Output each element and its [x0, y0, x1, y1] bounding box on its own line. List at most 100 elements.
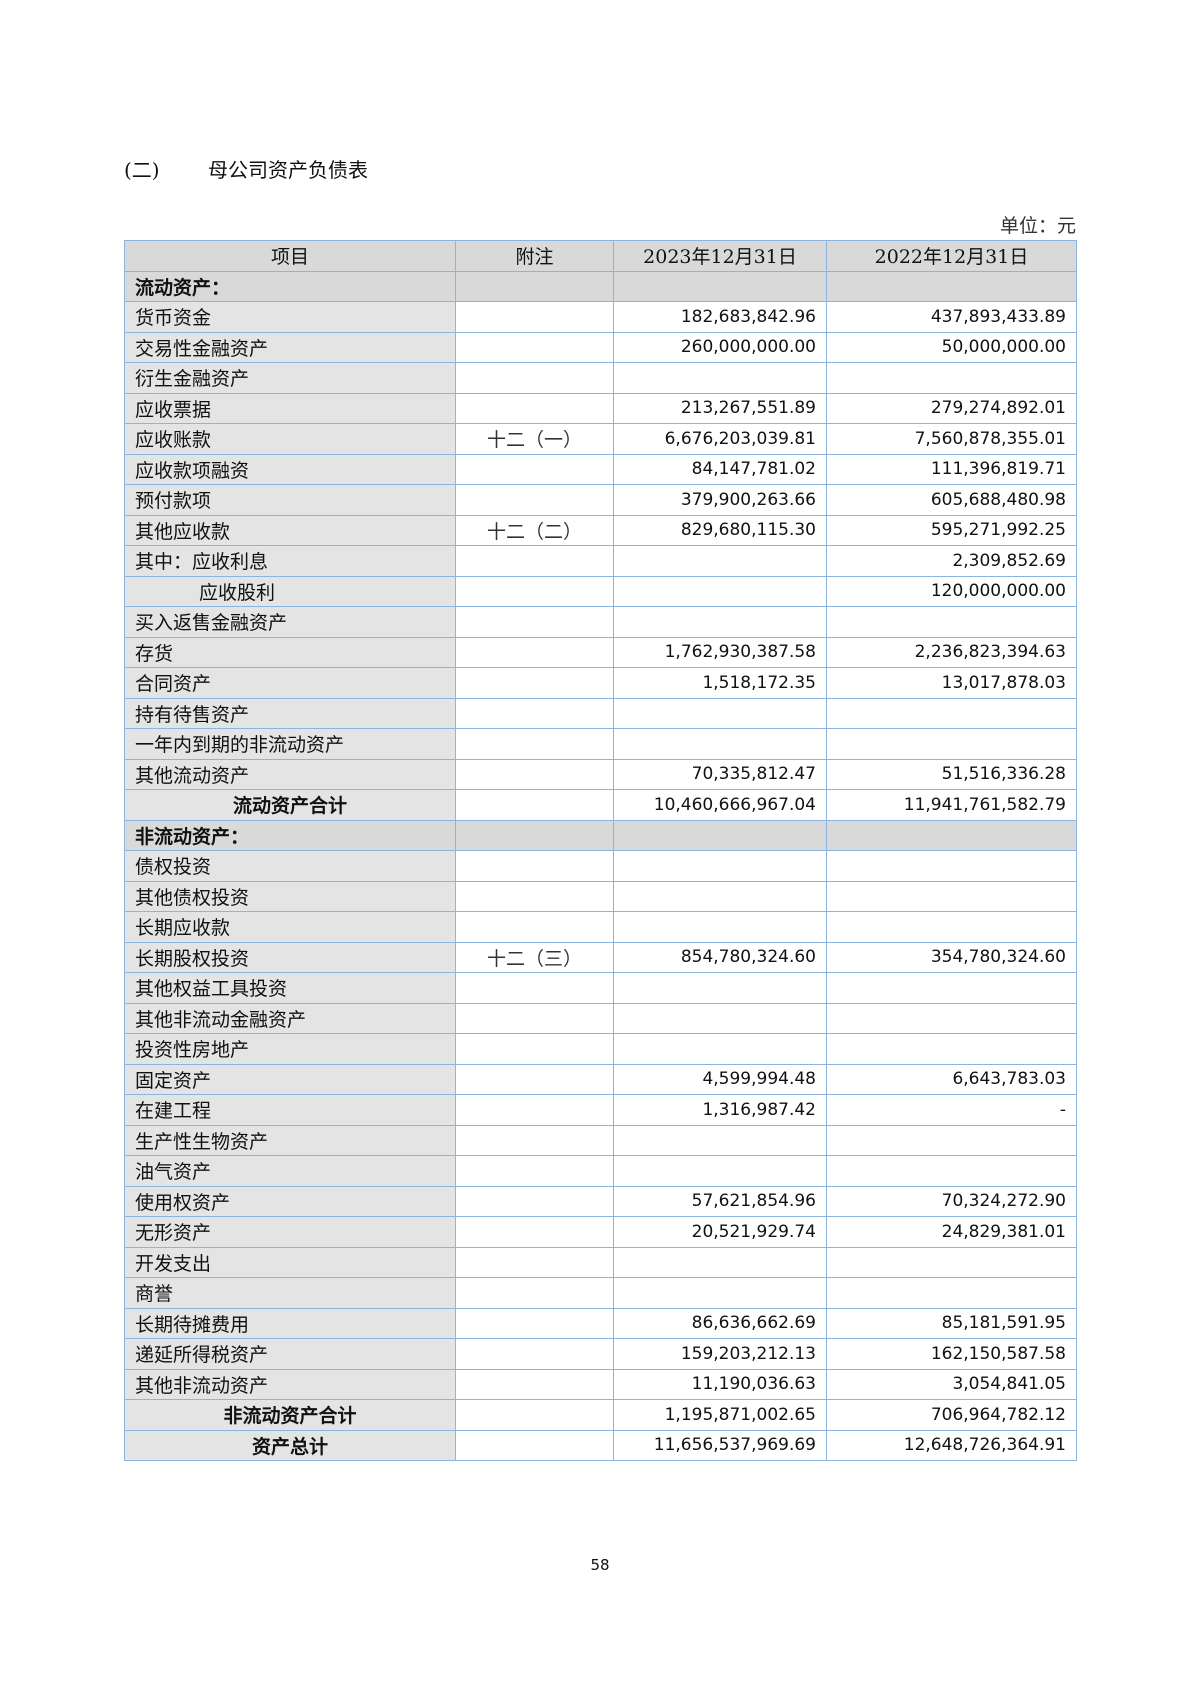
total-row: 非流动资产合计 1,195,871,002.65 706,964,782.12 [124, 1399, 1077, 1431]
row-label: 生产性生物资产 [124, 1124, 456, 1156]
value-2022 [826, 362, 1077, 394]
page-number: 58 [590, 1556, 610, 1574]
value-2023 [613, 697, 827, 729]
value-2023 [613, 1002, 827, 1034]
value-2022: 51,516,336.28 [826, 758, 1077, 790]
row-note [455, 911, 614, 943]
value-2022: 3,054,841.05 [826, 1368, 1077, 1400]
value-2023: 182,683,842.96 [613, 301, 827, 333]
table-row: 应收股利 120,000,000.00 [124, 575, 1077, 607]
value-2023 [613, 606, 827, 638]
row-note [455, 1155, 614, 1187]
value-2022 [826, 1033, 1077, 1065]
value-2022 [826, 1246, 1077, 1278]
value-2022: 24,829,381.01 [826, 1216, 1077, 1248]
table-row: 应收票据 213,267,551.89 279,274,892.01 [124, 392, 1077, 424]
value-2023 [613, 545, 827, 577]
row-label: 其他应收款 [124, 514, 456, 546]
value-2023 [613, 362, 827, 394]
column-header-note: 附注 [455, 240, 614, 272]
row-label: 其他流动资产 [124, 758, 456, 790]
row-label: 资产总计 [124, 1429, 456, 1461]
row-label: 其中：应收利息 [124, 545, 456, 577]
section-row: 流动资产： [124, 270, 1077, 302]
value-2022 [826, 1155, 1077, 1187]
row-note [455, 392, 614, 424]
row-note [455, 1399, 614, 1431]
value-2022: 50,000,000.00 [826, 331, 1077, 363]
value-2022: 595,271,992.25 [826, 514, 1077, 546]
value-2023: 57,621,854.96 [613, 1185, 827, 1217]
row-label: 应收款项融资 [124, 453, 456, 485]
row-label: 应收账款 [124, 423, 456, 455]
row-label: 开发支出 [124, 1246, 456, 1278]
table-row: 应收款项融资 84,147,781.02 111,396,819.71 [124, 453, 1077, 485]
table-row: 交易性金融资产 260,000,000.00 50,000,000.00 [124, 331, 1077, 363]
row-note [455, 819, 614, 851]
row-label: 应收股利 [124, 575, 456, 607]
table-row: 油气资产 [124, 1155, 1077, 1187]
value-2022 [826, 911, 1077, 943]
value-2022 [826, 1277, 1077, 1309]
table-row: 其他债权投资 [124, 880, 1077, 912]
row-note [455, 728, 614, 760]
row-label: 在建工程 [124, 1094, 456, 1126]
row-label: 商誉 [124, 1277, 456, 1309]
total-row: 资产总计 11,656,537,969.69 12,648,726,364.91 [124, 1429, 1077, 1461]
row-note [455, 575, 614, 607]
row-note [455, 850, 614, 882]
value-2022: 7,560,878,355.01 [826, 423, 1077, 455]
value-2022: 85,181,591.95 [826, 1307, 1077, 1339]
value-2022: 605,688,480.98 [826, 484, 1077, 516]
table-row: 投资性房地产 [124, 1033, 1077, 1065]
total-row: 流动资产合计 10,460,666,967.04 11,941,761,582.79 [124, 789, 1077, 821]
value-2023 [613, 1124, 827, 1156]
table-row: 持有待售资产 [124, 697, 1077, 729]
unit-label: 单位：元 [999, 215, 1076, 237]
value-2023: 213,267,551.89 [613, 392, 827, 424]
row-note [455, 1216, 614, 1248]
row-note: 十二（一） [455, 423, 614, 455]
value-2022: 111,396,819.71 [826, 453, 1077, 485]
row-label: 衍生金融资产 [124, 362, 456, 394]
row-label: 使用权资产 [124, 1185, 456, 1217]
table-row: 货币资金 182,683,842.96 437,893,433.89 [124, 301, 1077, 333]
value-2022: 706,964,782.12 [826, 1399, 1077, 1431]
row-note [455, 1063, 614, 1095]
row-label: 无形资产 [124, 1216, 456, 1248]
value-2023: 829,680,115.30 [613, 514, 827, 546]
row-note [455, 1094, 614, 1126]
table-row: 预付款项 379,900,263.66 605,688,480.98 [124, 484, 1077, 516]
row-label: 长期待摊费用 [124, 1307, 456, 1339]
value-2022: 279,274,892.01 [826, 392, 1077, 424]
row-label: 递延所得税资产 [124, 1338, 456, 1370]
table-row: 其他流动资产 70,335,812.47 51,516,336.28 [124, 758, 1077, 790]
row-label: 预付款项 [124, 484, 456, 516]
table-row: 应收账款 十二（一） 6,676,203,039.81 7,560,878,355.0… [124, 423, 1077, 455]
column-header-2023: 2023年12月31日 [613, 240, 827, 272]
table-row: 固定资产 4,599,994.48 6,643,783.03 [124, 1063, 1077, 1095]
value-2023: 854,780,324.60 [613, 941, 827, 973]
value-2023 [613, 850, 827, 882]
value-2023: 260,000,000.00 [613, 331, 827, 363]
value-2022: 2,309,852.69 [826, 545, 1077, 577]
row-label: 非流动资产合计 [124, 1399, 456, 1431]
value-2023 [613, 819, 827, 851]
value-2022 [826, 270, 1077, 302]
row-note [455, 1185, 614, 1217]
row-note [455, 789, 614, 821]
section-number: (二) [124, 158, 160, 182]
section-title: (二) 母公司资产负债表 [124, 154, 368, 183]
row-note [455, 270, 614, 302]
value-2023 [613, 1033, 827, 1065]
row-label: 投资性房地产 [124, 1033, 456, 1065]
table-row: 一年内到期的非流动资产 [124, 728, 1077, 760]
row-label: 其他非流动金融资产 [124, 1002, 456, 1034]
value-2023 [613, 728, 827, 760]
row-note [455, 1277, 614, 1309]
row-note [455, 362, 614, 394]
row-note [455, 1368, 614, 1400]
value-2023: 159,203,212.13 [613, 1338, 827, 1370]
row-note [455, 1307, 614, 1339]
value-2022 [826, 880, 1077, 912]
